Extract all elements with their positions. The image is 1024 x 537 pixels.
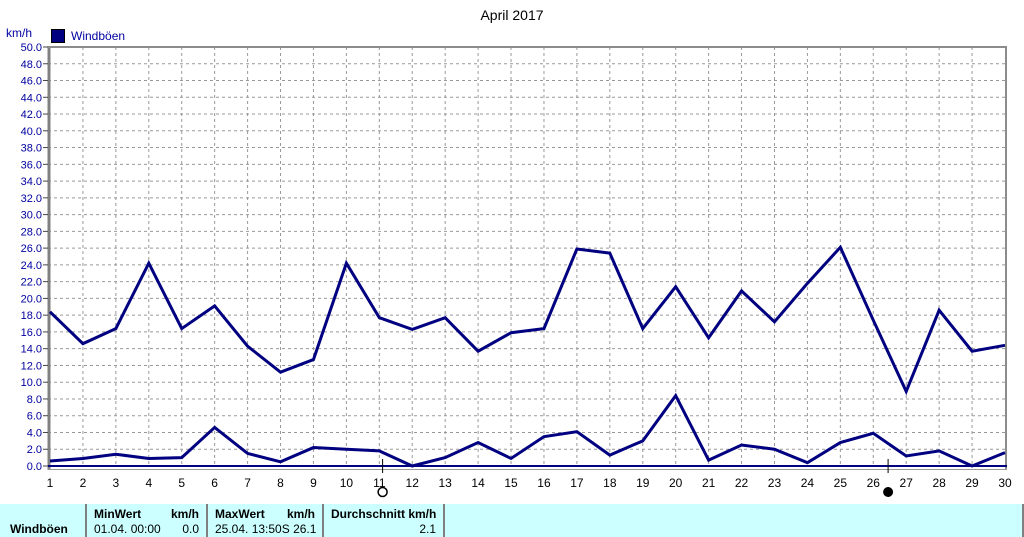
svg-text:6.0: 6.0 [27, 411, 42, 423]
svg-text:19: 19 [636, 476, 650, 490]
svg-text:22: 22 [735, 476, 749, 490]
svg-text:0.0: 0.0 [27, 461, 42, 473]
chart-title: April 2017 [480, 7, 544, 23]
summary-col-empty [443, 504, 1022, 537]
plot-frame [47, 46, 1007, 470]
svg-text:29: 29 [965, 476, 979, 490]
svg-text:46.0: 46.0 [21, 76, 42, 88]
svg-text:4.0: 4.0 [27, 427, 42, 439]
max-unit: km/h [286, 506, 315, 521]
svg-text:14.0: 14.0 [21, 344, 42, 356]
svg-text:12: 12 [406, 476, 420, 490]
svg-text:17: 17 [570, 476, 584, 490]
svg-text:36.0: 36.0 [21, 159, 42, 171]
svg-text:48.0: 48.0 [21, 59, 42, 71]
summary-col-max: MaxWert km/h 25.04. 13:50 S 26.1 [206, 504, 322, 537]
y-axis-unit-label: km/h [6, 26, 33, 40]
svg-text:8.0: 8.0 [27, 394, 42, 406]
svg-text:2.0: 2.0 [27, 444, 42, 456]
svg-text:15: 15 [504, 476, 518, 490]
svg-text:1: 1 [47, 476, 54, 490]
svg-text:30.0: 30.0 [21, 210, 42, 222]
min-unit: km/h [170, 506, 199, 521]
svg-text:21: 21 [702, 476, 716, 490]
svg-text:10: 10 [340, 476, 354, 490]
legend-label: Windböen [71, 29, 126, 43]
svg-text:25: 25 [834, 476, 848, 490]
svg-text:14: 14 [471, 476, 485, 490]
svg-text:23: 23 [768, 476, 782, 490]
svg-text:16: 16 [537, 476, 551, 490]
legend-swatch-icon [51, 29, 65, 43]
svg-text:44.0: 44.0 [21, 92, 42, 104]
x-axis-labels: 1 2 3 4 5 6 7 8 9 10 11 12 13 14 15 16 17 18 19 20 21 22 23 24 2… [47, 476, 1012, 490]
svg-text:27: 27 [900, 476, 914, 490]
summary-col-min: MinWert km/h 01.04. 00:00 0.0 [85, 504, 206, 537]
legend: Windböen [51, 29, 125, 43]
svg-text:8: 8 [277, 476, 284, 490]
svg-text:2: 2 [80, 476, 87, 490]
max-label: MaxWert [215, 506, 265, 521]
summary-col-avg: Durchschnitt km/h 2.1 [322, 504, 443, 537]
svg-text:6: 6 [211, 476, 218, 490]
svg-text:18.0: 18.0 [21, 310, 42, 322]
svg-text:42.0: 42.0 [21, 109, 42, 121]
avg-value: 2.1 [419, 522, 436, 537]
svg-text:18: 18 [603, 476, 617, 490]
full-moon-icon [377, 459, 388, 498]
svg-text:50.0: 50.0 [21, 42, 42, 54]
svg-text:11: 11 [373, 476, 386, 490]
svg-text:9: 9 [310, 476, 317, 490]
avg-label: Durchschnitt km/h [331, 506, 437, 521]
svg-text:4: 4 [145, 476, 152, 490]
series-max-line [48, 244, 1006, 396]
y-axis-labels: 0.0 2.0 4.0 6.0 8.0 10.0 12.0 14.0 16.0 18.0 20.0 2… [21, 42, 48, 473]
svg-text:40.0: 40.0 [21, 126, 42, 138]
max-datetime: 25.04. 13:50 [215, 522, 282, 537]
summary-table: Windböen MinWert km/h 01.04. 00:00 0.0 M… [0, 504, 1024, 537]
svg-text:13: 13 [438, 476, 452, 490]
svg-text:24: 24 [801, 476, 815, 490]
svg-text:38.0: 38.0 [21, 143, 42, 155]
series-name: Windböen [10, 522, 68, 537]
svg-text:28: 28 [932, 476, 946, 490]
svg-text:7: 7 [244, 476, 251, 490]
svg-text:32.0: 32.0 [21, 193, 42, 205]
svg-text:16.0: 16.0 [21, 327, 42, 339]
summary-col-series: Windböen [0, 504, 85, 537]
svg-text:5: 5 [178, 476, 185, 490]
svg-text:30: 30 [998, 476, 1012, 490]
svg-text:20: 20 [669, 476, 683, 490]
min-label: MinWert [94, 506, 142, 521]
min-datetime: 01.04. 00:00 [94, 522, 161, 537]
series-min-line [49, 392, 1006, 468]
svg-text:22.0: 22.0 [21, 277, 42, 289]
svg-text:24.0: 24.0 [21, 260, 42, 272]
new-moon-icon [883, 459, 894, 497]
svg-text:26.0: 26.0 [21, 243, 42, 255]
svg-text:10.0: 10.0 [21, 377, 42, 389]
min-value: 0.0 [182, 522, 199, 537]
svg-text:26: 26 [867, 476, 881, 490]
chart-plot-area: 0.0 2.0 4.0 6.0 8.0 10.0 12.0 14.0 16.0 18.0 20.0 2… [21, 42, 1012, 498]
svg-text:12.0: 12.0 [21, 360, 42, 372]
max-value: S 26.1 [281, 522, 317, 537]
svg-text:34.0: 34.0 [21, 176, 42, 188]
svg-text:20.0: 20.0 [21, 293, 42, 305]
svg-text:28.0: 28.0 [21, 226, 42, 238]
svg-text:3: 3 [113, 476, 120, 490]
gridlines [48, 47, 1007, 466]
